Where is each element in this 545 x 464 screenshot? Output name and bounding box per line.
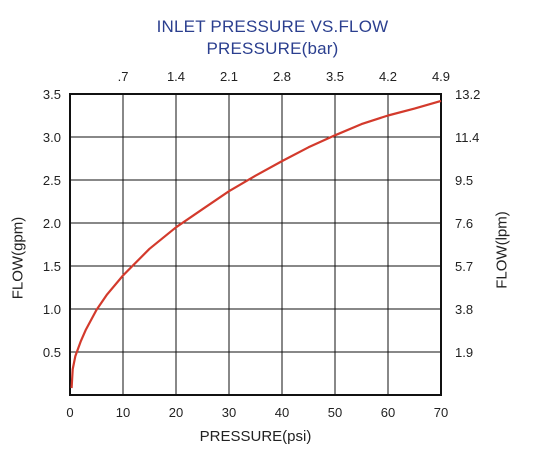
y-axis-label-right: FLOW(lpm)	[493, 211, 511, 289]
x-tick-label: 30	[222, 405, 236, 420]
x-tick-label: 40	[275, 405, 289, 420]
top-tick-label: 1.4	[167, 69, 185, 84]
x-tick-label: 20	[169, 405, 183, 420]
flow-curve	[70, 99, 442, 389]
x-tick-label: 10	[116, 405, 130, 420]
chart-subtitle: PRESSURE(bar)	[206, 39, 339, 58]
y-tick-label: 0.5	[43, 345, 61, 360]
y-tick-label: 1.5	[43, 259, 61, 274]
grid-lines	[70, 94, 441, 395]
x-tick-label: 0	[66, 405, 73, 420]
top-tick-label: 2.8	[273, 69, 291, 84]
right-tick-label: 1.9	[455, 345, 473, 360]
right-tick-label: 11.4	[455, 130, 479, 145]
y-axis-label: FLOW(gpm)	[9, 216, 27, 300]
y-tick-label: 3.0	[43, 130, 61, 145]
x-tick-label: 50	[328, 405, 342, 420]
y-tick-label: 2.5	[43, 173, 61, 188]
top-tick-label: 4.9	[432, 69, 450, 84]
x-tick-label: 60	[381, 405, 395, 420]
y-tick-label: 3.5	[43, 87, 61, 102]
tick-labels: 0 10 20 30 40 50 60 70 .7 1.4 2.1 2.8 3.5 4.2 4.9 0.5 1.…	[43, 69, 480, 420]
plot-frame	[69, 93, 442, 396]
right-tick-label: 7.6	[455, 216, 473, 231]
y-tick-label: 1.0	[43, 302, 61, 317]
right-tick-label: 3.8	[455, 302, 473, 317]
chart-title: INLET PRESSURE VS.FLOW	[156, 17, 389, 36]
top-tick-label: 2.1	[220, 69, 238, 84]
top-tick-label: .7	[118, 69, 129, 84]
top-tick-label: 3.5	[326, 69, 344, 84]
x-tick-label: 70	[434, 405, 448, 420]
top-tick-label: 4.2	[379, 69, 397, 84]
x-axis-label: PRESSURE(psi)	[199, 428, 312, 445]
right-tick-label: 5.7	[455, 259, 473, 274]
right-tick-label: 13.2	[455, 87, 480, 102]
right-tick-label: 9.5	[455, 173, 473, 188]
y-tick-label: 2.0	[43, 216, 61, 231]
